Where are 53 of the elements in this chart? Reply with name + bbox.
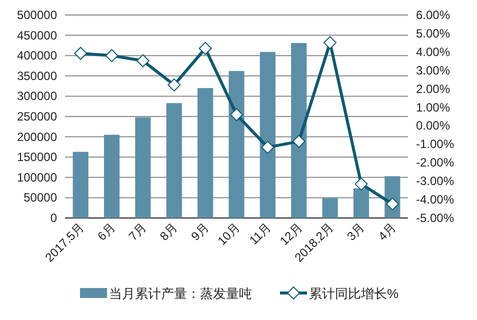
y-tick-label: 400000 [16, 48, 58, 63]
y2-tick-label: 1.00% [416, 100, 450, 114]
legend-label: 累计同比增长% [309, 286, 399, 301]
bar [104, 134, 120, 218]
bar [322, 198, 338, 218]
point [168, 78, 181, 92]
y2-tick-label: 5.00% [416, 26, 450, 40]
y-tick-label: 150000 [16, 150, 58, 164]
point [261, 140, 274, 154]
y-tick-label: 450000 [16, 28, 58, 42]
x-tick-label: 3月 [344, 220, 368, 244]
y-tick-label: 350000 [16, 68, 58, 83]
y2-tick-label: -3.00% [416, 174, 454, 188]
y2-tick-label: -4.00% [416, 192, 454, 207]
bar [198, 88, 214, 218]
point [230, 108, 243, 122]
point [354, 178, 368, 191]
legend-label: 当月累计产量：蒸发量吨 [109, 286, 252, 301]
point [105, 49, 118, 62]
y-tick-label: 100000 [16, 170, 58, 184]
y-tick-label: 300000 [16, 89, 58, 104]
x-tick-label: 6月 [94, 220, 118, 244]
point [324, 36, 337, 50]
point [74, 46, 88, 60]
bar [135, 117, 151, 218]
y2-tick-label: -5.00% [416, 211, 454, 225]
y2-tick-label: 0.00% [416, 118, 450, 133]
x-tick-label: 7月 [126, 220, 150, 244]
bar [166, 103, 182, 218]
y-tick-label: 500000 [16, 8, 58, 22]
bar [291, 43, 307, 218]
x-tick-label: 11月 [246, 220, 274, 248]
y-tick-label: 0 [50, 211, 58, 225]
y2-tick-label: -1.00% [416, 137, 454, 152]
y2-tick-label: 3.00% [416, 63, 450, 78]
x-tick-label: 9月 [188, 220, 212, 244]
point [292, 134, 306, 148]
y2-tick-label: 6.00% [416, 8, 450, 22]
point [136, 54, 150, 68]
y2-tick-label: -2.00% [416, 156, 454, 170]
x-tick-label: 10月 [214, 220, 243, 248]
y2-tick-label: 2.00% [416, 82, 450, 96]
y-tick-label: 200000 [16, 130, 58, 144]
bar [260, 52, 276, 218]
y-tick-label: 50000 [24, 190, 58, 205]
x-tick-label: 8月 [157, 220, 180, 244]
bar [228, 71, 244, 218]
y-tick-label: 250000 [16, 110, 58, 124]
y2-tick-label: 4.00% [416, 44, 450, 59]
bar [353, 188, 370, 218]
bar [72, 152, 88, 218]
point [198, 42, 212, 55]
x-tick-label: 4月 [375, 220, 399, 244]
